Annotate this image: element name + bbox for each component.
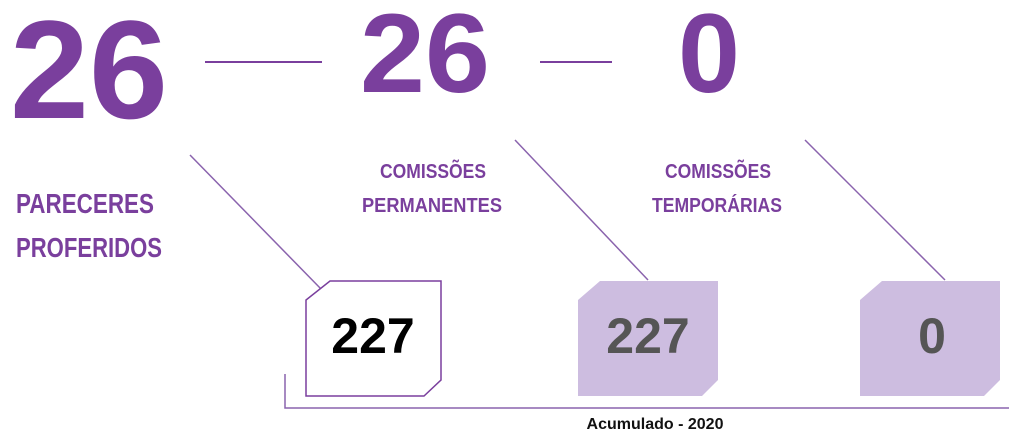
pointer — [189, 154, 323, 291]
bracket — [284, 374, 1009, 409]
big-number: 26 — [10, 0, 168, 148]
big-number: 0 — [678, 0, 740, 116]
box — [860, 281, 1000, 396]
box-value: 227 — [606, 308, 689, 364]
box — [578, 281, 718, 396]
label-line: COMISSÕES — [380, 159, 486, 183]
box-value: 0 — [918, 308, 946, 364]
footer: Acumulado - 2020 — [587, 416, 724, 433]
box — [305, 280, 442, 397]
pointer — [804, 139, 946, 281]
label-line: PERMANENTES — [362, 195, 502, 217]
label-line: COMISSÕES — [665, 159, 771, 183]
label-line: TEMPORÁRIAS — [652, 194, 782, 217]
label-line: PROFERIDOS — [16, 232, 162, 263]
big-number: 26 — [360, 0, 490, 116]
label-line: PARECERES — [16, 188, 154, 219]
box-value: 227 — [331, 308, 414, 364]
pointer — [514, 139, 649, 281]
